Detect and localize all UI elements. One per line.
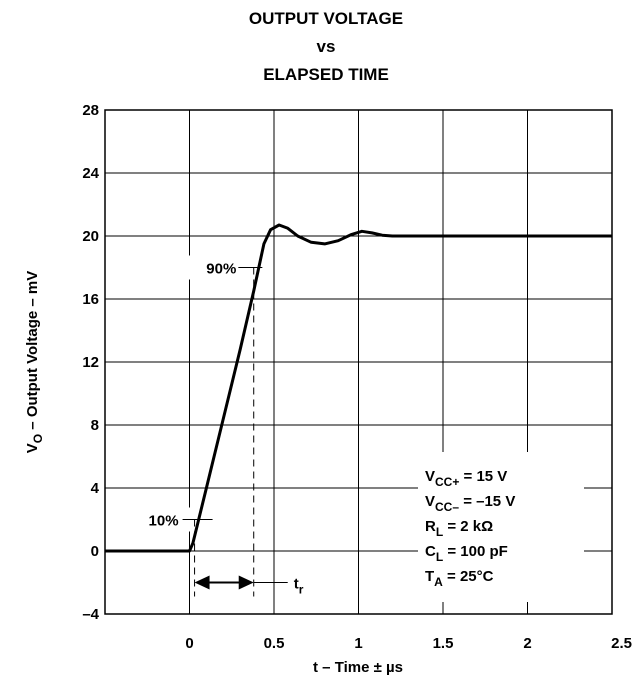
annotations: 10% 90% tr [134,255,304,597]
x-tick-label: 0 [185,635,193,652]
ten-percent-label: 10% [149,513,179,530]
y-tick-label: 24 [82,165,99,182]
y-tick-label: –4 [82,606,99,623]
y-tick-label: 4 [91,480,100,497]
condition-line: TA = 25°C [425,568,494,589]
chart-title-line: ELAPSED TIME [263,65,389,84]
chart-title-line: OUTPUT VOLTAGE [249,9,403,28]
y-tick-label: 28 [82,102,99,119]
condition-line: CL = 100 pF [425,543,508,564]
voltage-curve [105,223,612,553]
ninety-percent-bg [188,255,245,280]
y-axis-label: VO – Output Voltage – mV [24,271,45,453]
rise-time-label: tr [294,576,304,597]
x-axis-label: t – Time ± µs [313,659,403,676]
x-tick-label: 0.5 [264,635,285,652]
conditions-bg [418,452,584,602]
y-tick-label: 0 [91,543,99,560]
y-tick-label: 20 [82,228,99,245]
tick-labels: –4 0 4 8 12 16 20 24 28 0 0.5 1 1.5 2 2.5 [82,102,632,652]
chart-title-line: vs [317,37,336,56]
x-tick-label: 2.5 [611,635,632,652]
axis-labels: t – Time ± µs VO – Output Voltage – mV [24,271,403,676]
series [105,223,612,553]
chart-title: OUTPUT VOLTAGE vs ELAPSED TIME [249,9,403,84]
rise-time-arrowhead-left [194,575,210,590]
y-tick-label: 12 [82,354,99,371]
x-tick-label: 2 [523,635,531,652]
rise-time-arrowhead-right [238,575,254,590]
y-tick-label: 8 [91,417,99,434]
ninety-percent-label: 90% [206,261,236,278]
plot-frame [104,109,613,615]
x-tick-label: 1.5 [433,635,454,652]
y-tick-label: 16 [82,291,99,308]
x-tick-label: 1 [354,635,362,652]
